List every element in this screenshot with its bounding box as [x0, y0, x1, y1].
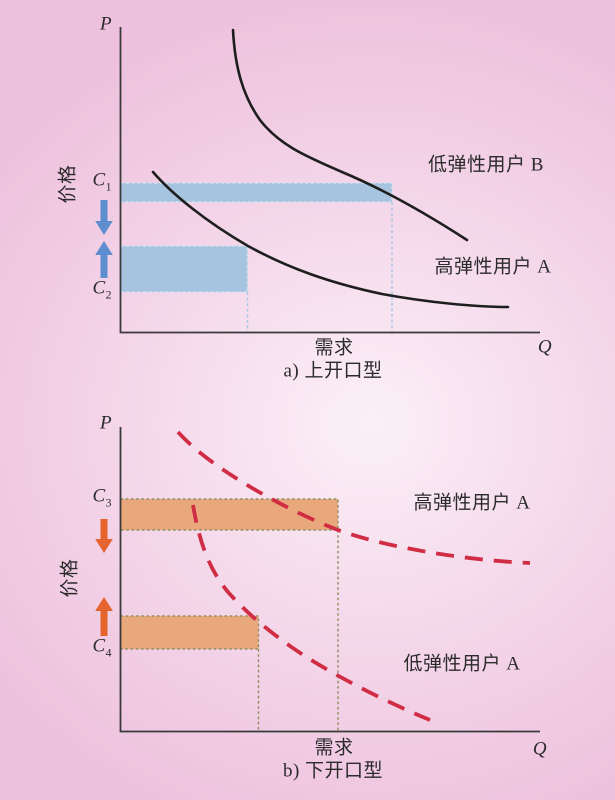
price-band-c4 [119, 615, 260, 650]
y-axis-label: 价格 [59, 558, 81, 598]
price-level-c1: C1 [92, 171, 111, 194]
x-axis-label: 需求 [314, 337, 354, 359]
price-level-c3: C3 [92, 487, 111, 510]
price-up-arrow-icon [95, 597, 113, 636]
price-subscript: 1 [105, 180, 112, 194]
curve-label-high-elasticity-a: 高弹性用户 A [434, 256, 552, 278]
price-symbol: C [92, 169, 106, 191]
x-axis-symbol: Q [537, 336, 553, 358]
curve-label-high-elasticity-a: 高弹性用户 A [413, 492, 531, 514]
curve-label-low-elasticity-b: 低弹性用户 B [428, 154, 544, 176]
demand-curve-high-elasticity [176, 430, 531, 565]
x-axis-symbol: Q [532, 738, 548, 760]
y-axis-symbol: P [99, 412, 113, 434]
price-subscript: 4 [105, 646, 112, 660]
price-up-arrow-icon [95, 241, 113, 278]
price-down-arrow-icon [95, 200, 113, 235]
demand-curve-low-elasticity [191, 504, 431, 722]
chart-a-caption: a) 上开口型 [283, 360, 383, 382]
price-level-c4: C4 [92, 637, 111, 660]
price-symbol: C [92, 485, 106, 507]
price-subscript: 2 [105, 288, 112, 302]
demand-curve-user-b [231, 28, 469, 242]
price-down-arrow-icon [95, 519, 113, 553]
price-subscript: 3 [105, 496, 112, 510]
price-band-c2 [119, 245, 249, 293]
chart-b-caption: b) 下开口型 [282, 760, 384, 782]
y-axis-symbol: P [99, 13, 113, 35]
price-band-c1 [119, 182, 393, 203]
demand-curve-user-a [151, 170, 510, 309]
chart-a-canvas [95, 27, 540, 334]
y-axis-label: 价格 [57, 164, 79, 204]
axes-b [119, 427, 540, 733]
axes-a [119, 27, 540, 334]
price-level-c2: C2 [92, 279, 111, 302]
chart-b-canvas [95, 427, 540, 733]
curve-label-low-elasticity-a: 低弹性用户 A [403, 653, 521, 675]
x-axis-label: 需求 [314, 737, 354, 759]
price-symbol: C [92, 277, 106, 299]
price-symbol: C [92, 635, 106, 657]
